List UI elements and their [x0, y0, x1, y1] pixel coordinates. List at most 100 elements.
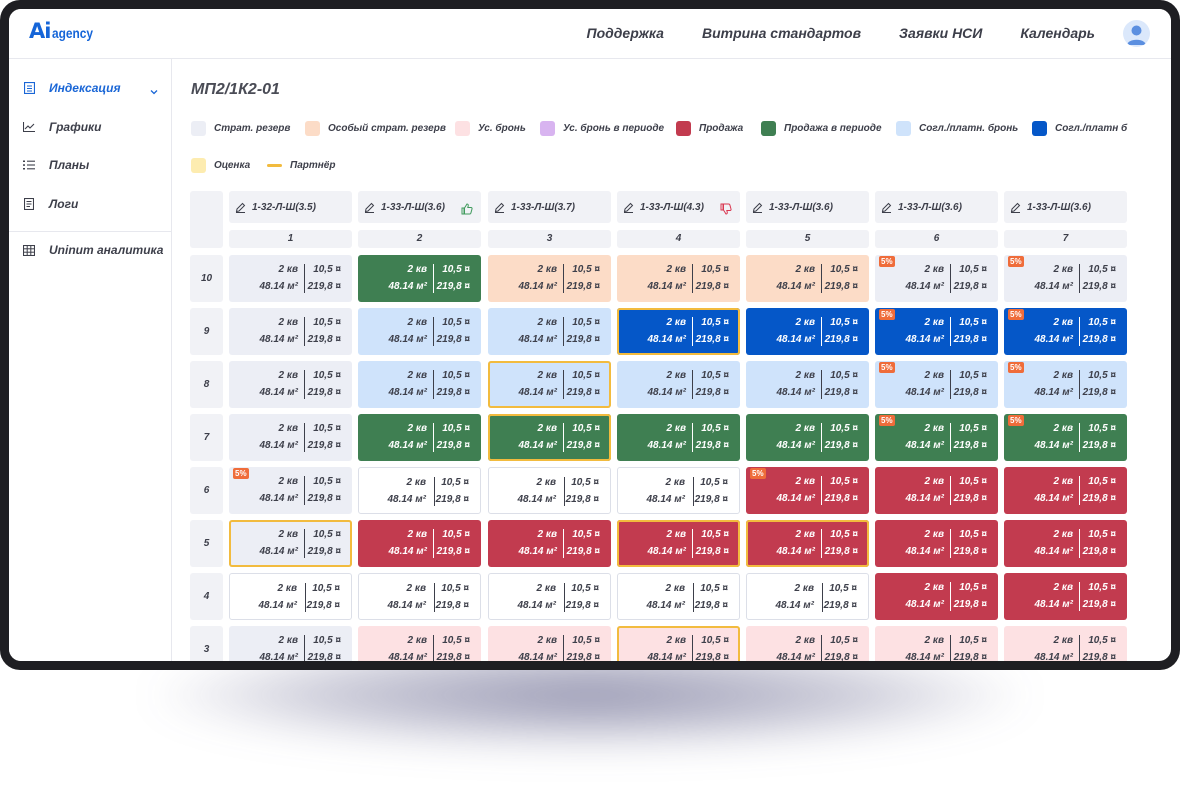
unit-rooms: 2 кв: [794, 583, 814, 594]
apartment-cell[interactable]: 2 кв 48.14 м² 10,5 ¤ 219,8 ¤ 5%: [1004, 414, 1127, 461]
apartment-cell[interactable]: 2 кв 48.14 м² 10,5 ¤ 219,8 ¤: [229, 255, 352, 302]
sidebar-item-logs[interactable]: Логи: [9, 193, 171, 215]
edit-icon[interactable]: [881, 202, 892, 213]
apartment-cell[interactable]: 2 кв 48.14 м² 10,5 ¤ 219,8 ¤: [1004, 626, 1127, 661]
brand-logo[interactable]: Ai agency: [29, 20, 101, 42]
apartment-cell[interactable]: 2 кв 48.14 м² 10,5 ¤ 219,8 ¤: [746, 255, 869, 302]
unit-price: 219,8 ¤: [695, 334, 729, 345]
unit-rooms: 2 кв: [666, 635, 686, 646]
apartment-cell[interactable]: 2 кв 48.14 м² 10,5 ¤ 219,8 ¤: [488, 414, 611, 461]
unit-rooms: 2 кв: [924, 582, 944, 593]
nav-standards-showcase[interactable]: Витрина стандартов: [701, 25, 862, 41]
column-header[interactable]: 1-33-Л-Ш(3.6): [875, 191, 998, 223]
apartment-cell[interactable]: 2 кв 48.14 м² 10,5 ¤ 219,8 ¤: [229, 414, 352, 461]
legend-item: Согл./платн б: [1032, 120, 1127, 136]
apartment-cell[interactable]: 2 кв 48.14 м² 10,5 ¤ 219,8 ¤: [875, 573, 998, 620]
apartment-cell[interactable]: 2 кв 48.14 м² 10,5 ¤ 219,8 ¤: [875, 520, 998, 567]
apartment-cell[interactable]: 2 кв 48.14 м² 10,5 ¤ 219,8 ¤: [488, 308, 611, 355]
apartment-cell[interactable]: 2 кв 48.14 м² 10,5 ¤ 219,8 ¤ 5%: [229, 467, 352, 514]
apartment-cell[interactable]: 2 кв 48.14 м² 10,5 ¤ 219,8 ¤: [488, 520, 611, 567]
apartment-cell[interactable]: 2 кв 48.14 м² 10,5 ¤ 219,8 ¤ 5%: [875, 308, 998, 355]
apartment-cell[interactable]: 2 кв 48.14 м² 10,5 ¤ 219,8 ¤: [746, 573, 869, 620]
user-avatar[interactable]: [1123, 20, 1150, 47]
apartment-cell[interactable]: 2 кв 48.14 м² 10,5 ¤ 219,8 ¤: [746, 520, 869, 567]
apartment-cell[interactable]: 2 кв 48.14 м² 10,5 ¤ 219,8 ¤: [617, 255, 740, 302]
thumbs-down-icon[interactable]: [720, 200, 732, 219]
apartment-cell[interactable]: 2 кв 48.14 м² 10,5 ¤ 219,8 ¤ 5%: [746, 467, 869, 514]
apartment-cell[interactable]: 2 кв 48.14 м² 10,5 ¤ 219,8 ¤: [617, 414, 740, 461]
edit-icon[interactable]: [235, 202, 246, 213]
apartment-cell[interactable]: 2 кв 48.14 м² 10,5 ¤ 219,8 ¤: [358, 308, 481, 355]
apartment-cell[interactable]: 2 кв 48.14 м² 10,5 ¤ 219,8 ¤: [488, 573, 611, 620]
apartment-cell[interactable]: 2 кв 48.14 м² 10,5 ¤ 219,8 ¤: [488, 467, 611, 514]
column-header[interactable]: 1-33-Л-Ш(3.6): [746, 191, 869, 223]
apartment-cell[interactable]: 2 кв 48.14 м² 10,5 ¤ 219,8 ¤: [746, 626, 869, 661]
edit-icon[interactable]: [364, 202, 375, 213]
apartment-cell[interactable]: 2 кв 48.14 м² 10,5 ¤ 219,8 ¤: [488, 255, 611, 302]
nav-support[interactable]: Поддержка: [586, 25, 664, 41]
apartment-cell[interactable]: 2 кв 48.14 м² 10,5 ¤ 219,8 ¤ 5%: [1004, 361, 1127, 408]
apartment-cell[interactable]: 2 кв 48.14 м² 10,5 ¤ 219,8 ¤ 5%: [875, 255, 998, 302]
unit-value: 10,5 ¤: [830, 635, 858, 646]
column-header[interactable]: 1-33-Л-Ш(3.6): [1004, 191, 1127, 223]
apartment-cell[interactable]: 2 кв 48.14 м² 10,5 ¤ 219,8 ¤: [229, 308, 352, 355]
edit-icon[interactable]: [1010, 202, 1021, 213]
cell-divider: [1079, 476, 1080, 505]
apartment-cell[interactable]: 2 кв 48.14 м² 10,5 ¤ 219,8 ¤: [488, 361, 611, 408]
apartment-cell[interactable]: 2 кв 48.14 м² 10,5 ¤ 219,8 ¤ 5%: [1004, 255, 1127, 302]
apartment-cell[interactable]: 2 кв 48.14 м² 10,5 ¤ 219,8 ¤: [358, 626, 481, 661]
apartment-cell[interactable]: 2 кв 48.14 м² 10,5 ¤ 219,8 ¤: [229, 520, 352, 567]
apartment-cell[interactable]: 2 кв 48.14 м² 10,5 ¤ 219,8 ¤ 5%: [875, 414, 998, 461]
apartment-cell[interactable]: 2 кв 48.14 м² 10,5 ¤ 219,8 ¤: [358, 414, 481, 461]
legend-label: Оценка: [214, 159, 251, 171]
unit-value: 10,5 ¤: [959, 635, 987, 646]
nav-calendar[interactable]: Календарь: [1020, 25, 1095, 41]
apartment-cell[interactable]: 2 кв 48.14 м² 10,5 ¤ 219,8 ¤: [358, 573, 481, 620]
sidebar-item-uninum-analytics[interactable]: Uninum аналитика: [9, 239, 171, 261]
cell-divider: [1079, 370, 1080, 399]
apartment-cell[interactable]: 2 кв 48.14 м² 10,5 ¤ 219,8 ¤: [617, 520, 740, 567]
apartment-cell[interactable]: 2 кв 48.14 м² 10,5 ¤ 219,8 ¤: [1004, 573, 1127, 620]
sidebar-item-plans[interactable]: Планы: [9, 154, 171, 176]
apartment-cell[interactable]: 2 кв 48.14 м² 10,5 ¤ 219,8 ¤: [229, 573, 352, 620]
column-header[interactable]: 1-33-Л-Ш(4.3): [617, 191, 740, 223]
apartment-cell[interactable]: 2 кв 48.14 м² 10,5 ¤ 219,8 ¤: [488, 626, 611, 661]
chevron-down-icon[interactable]: [149, 82, 159, 101]
apartment-cell[interactable]: 2 кв 48.14 м² 10,5 ¤ 219,8 ¤: [746, 308, 869, 355]
edit-icon[interactable]: [494, 202, 505, 213]
apartment-cell[interactable]: 2 кв 48.14 м² 10,5 ¤ 219,8 ¤: [617, 361, 740, 408]
apartment-cell[interactable]: 2 кв 48.14 м² 10,5 ¤ 219,8 ¤: [229, 361, 352, 408]
apartment-cell[interactable]: 2 кв 48.14 м² 10,5 ¤ 219,8 ¤: [358, 255, 481, 302]
sidebar-item-charts[interactable]: Графики: [9, 116, 171, 138]
unit-value: 10,5 ¤: [442, 370, 470, 381]
apartment-cell[interactable]: 2 кв 48.14 м² 10,5 ¤ 219,8 ¤: [617, 467, 740, 514]
apartment-cell[interactable]: 2 кв 48.14 м² 10,5 ¤ 219,8 ¤: [1004, 520, 1127, 567]
column-header[interactable]: 1-33-Л-Ш(3.6): [358, 191, 481, 223]
apartment-cell[interactable]: 2 кв 48.14 м² 10,5 ¤ 219,8 ¤: [617, 573, 740, 620]
unit-price: 219,8 ¤: [307, 493, 341, 504]
cell-divider: [821, 529, 822, 558]
sidebar-item-indexing[interactable]: Индексация: [9, 77, 171, 99]
apartment-cell[interactable]: 2 кв 48.14 м² 10,5 ¤ 219,8 ¤: [358, 467, 481, 514]
thumbs-up-icon[interactable]: [461, 200, 473, 219]
apartment-cell[interactable]: 2 кв 48.14 м² 10,5 ¤ 219,8 ¤ 5%: [875, 361, 998, 408]
apartment-cell[interactable]: 2 кв 48.14 м² 10,5 ¤ 219,8 ¤: [229, 626, 352, 661]
cell-divider: [1079, 317, 1080, 346]
apartment-cell[interactable]: 2 кв 48.14 м² 10,5 ¤ 219,8 ¤: [746, 414, 869, 461]
apartment-cell[interactable]: 2 кв 48.14 м² 10,5 ¤ 219,8 ¤: [1004, 467, 1127, 514]
edit-icon[interactable]: [752, 202, 763, 213]
apartment-cell[interactable]: 2 кв 48.14 м² 10,5 ¤ 219,8 ¤: [617, 626, 740, 661]
apartment-cell[interactable]: 2 кв 48.14 м² 10,5 ¤ 219,8 ¤: [746, 361, 869, 408]
apartment-cell[interactable]: 2 кв 48.14 м² 10,5 ¤ 219,8 ¤: [358, 361, 481, 408]
apartment-cell[interactable]: 2 кв 48.14 м² 10,5 ¤ 219,8 ¤: [617, 308, 740, 355]
unit-rooms: 2 кв: [406, 477, 426, 488]
column-header[interactable]: 1-33-Л-Ш(3.7): [488, 191, 611, 223]
cell-divider: [692, 635, 693, 661]
apartment-cell[interactable]: 2 кв 48.14 м² 10,5 ¤ 219,8 ¤ 5%: [1004, 308, 1127, 355]
column-header[interactable]: 1-32-Л-Ш(3.5): [229, 191, 352, 223]
apartment-cell[interactable]: 2 кв 48.14 м² 10,5 ¤ 219,8 ¤: [358, 520, 481, 567]
edit-icon[interactable]: [623, 202, 634, 213]
nav-nsi-requests[interactable]: Заявки НСИ: [899, 25, 983, 41]
apartment-cell[interactable]: 2 кв 48.14 м² 10,5 ¤ 219,8 ¤: [875, 467, 998, 514]
apartment-cell[interactable]: 2 кв 48.14 м² 10,5 ¤ 219,8 ¤: [875, 626, 998, 661]
